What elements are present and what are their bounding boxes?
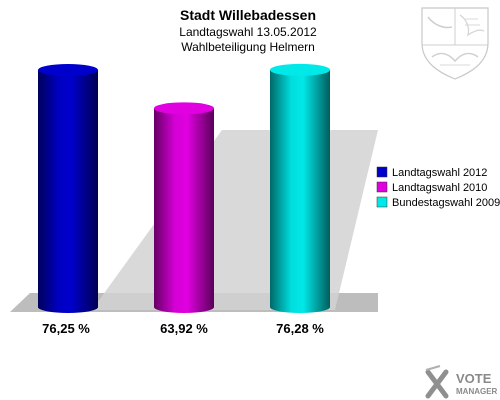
chart-subtitle: Landtagswahl 13.05.2012 — [179, 25, 317, 39]
legend-label: Bundestagswahl 2009 — [392, 197, 500, 209]
chart-title: Stadt Willebadessen — [180, 7, 316, 23]
chart-subtitle-2: Wahlbeteiligung Helmern — [181, 40, 315, 54]
legend-label: Landtagswahl 2012 — [392, 167, 487, 179]
legend-swatch — [376, 196, 388, 208]
bar — [38, 64, 98, 313]
bar-shading — [154, 108, 214, 313]
logo-line2: MANAGER — [456, 387, 498, 396]
legend-label: Landtagswahl 2010 — [392, 182, 487, 194]
bars-group — [38, 63, 330, 313]
bar-shading — [38, 70, 98, 313]
legend-swatch — [376, 166, 388, 178]
nrw-coat-of-arms-icon — [421, 7, 489, 80]
value-label: 76,25 % — [42, 321, 90, 336]
legend-swatch — [376, 181, 388, 193]
bar-top — [154, 102, 214, 115]
logo-line1: VOTE — [456, 371, 492, 386]
bar-top — [38, 64, 98, 76]
bar — [270, 63, 330, 313]
vote-manager-x-logo — [425, 365, 449, 399]
vote-manager-logo: VOTE MANAGER — [425, 365, 498, 399]
bar-shading — [270, 69, 330, 313]
bar-top — [270, 63, 330, 76]
bar — [154, 102, 214, 313]
legend: Landtagswahl 2012 Landtagswahl 2010 Bund… — [376, 166, 500, 209]
value-label: 63,92 % — [160, 321, 208, 336]
bar-shadow-plane — [92, 130, 378, 310]
value-label: 76,28 % — [276, 321, 324, 336]
